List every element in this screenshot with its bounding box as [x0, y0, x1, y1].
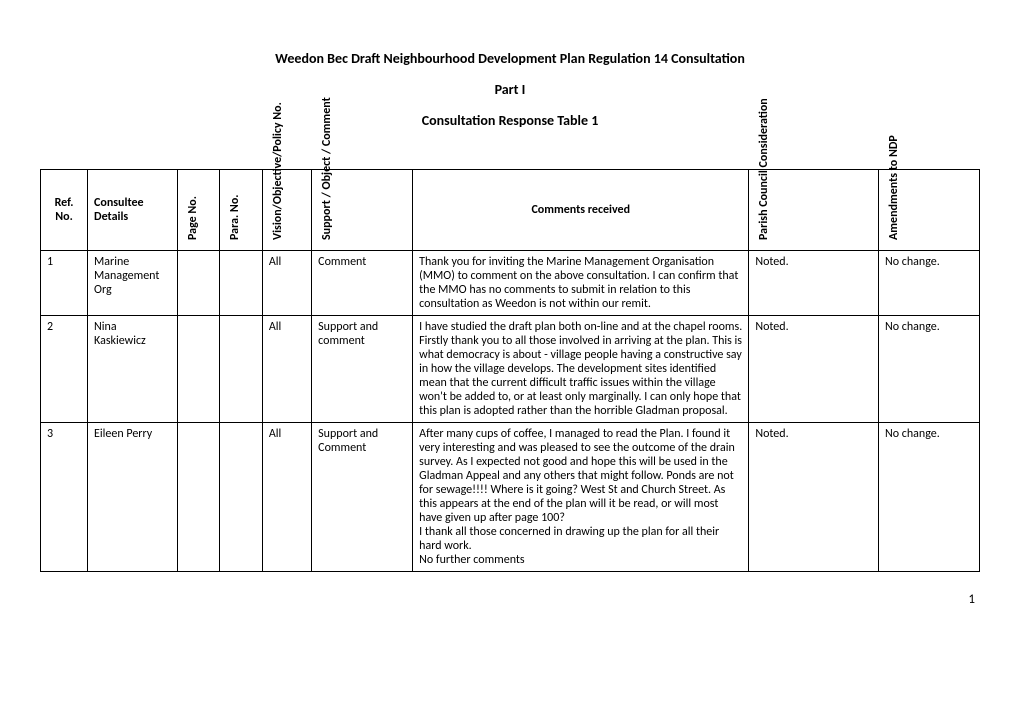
header-comments: Comments received — [413, 170, 749, 251]
cell-vision: All — [262, 423, 311, 572]
header-consultee: Consultee Details — [88, 170, 178, 251]
table-row: 2 Nina Kaskiewicz All Support and commen… — [41, 316, 980, 423]
document-subtitle: Consultation Response Table 1 — [40, 112, 980, 129]
cell-ref: 1 — [41, 251, 88, 316]
cell-comments: After many cups of coffee, I managed to … — [413, 423, 749, 572]
cell-pageno — [177, 251, 219, 316]
cell-parano — [220, 251, 262, 316]
header-pageno: Page No. — [177, 170, 219, 251]
cell-amend: No change. — [878, 251, 979, 316]
cell-amend: No change. — [878, 316, 979, 423]
table-row: 3 Eileen Perry All Support and Comment A… — [41, 423, 980, 572]
cell-parish: Noted. — [749, 251, 879, 316]
document-part: Part I — [40, 81, 980, 98]
cell-parano — [220, 423, 262, 572]
page-number: 1 — [40, 592, 980, 607]
cell-parish: Noted. — [749, 316, 879, 423]
cell-pageno — [177, 316, 219, 423]
cell-consultee: Eileen Perry — [88, 423, 178, 572]
cell-amend: No change. — [878, 423, 979, 572]
consultation-table: Ref. No. Consultee Details Page No. Para… — [40, 169, 980, 572]
header-ref: Ref. No. — [41, 170, 88, 251]
cell-consultee: Marine Management Org — [88, 251, 178, 316]
cell-support: Comment — [312, 251, 413, 316]
header-vision: Vision/Objective/Policy No. — [262, 170, 311, 251]
header-support: Support / Object / Comment — [312, 170, 413, 251]
cell-consultee: Nina Kaskiewicz — [88, 316, 178, 423]
cell-parish: Noted. — [749, 423, 879, 572]
cell-support: Support and Comment — [312, 423, 413, 572]
cell-parano — [220, 316, 262, 423]
document-title: Weedon Bec Draft Neighbourhood Developme… — [40, 50, 980, 67]
table-header-row: Ref. No. Consultee Details Page No. Para… — [41, 170, 980, 251]
cell-pageno — [177, 423, 219, 572]
title-block: Weedon Bec Draft Neighbourhood Developme… — [40, 50, 980, 129]
cell-ref: 3 — [41, 423, 88, 572]
table-row: 1 Marine Management Org All Comment Than… — [41, 251, 980, 316]
header-parish: Parish Council Consideration — [749, 170, 879, 251]
cell-ref: 2 — [41, 316, 88, 423]
cell-comments: Thank you for inviting the Marine Manage… — [413, 251, 749, 316]
cell-comments: I have studied the draft plan both on-li… — [413, 316, 749, 423]
header-parano: Para. No. — [220, 170, 262, 251]
cell-vision: All — [262, 316, 311, 423]
cell-vision: All — [262, 251, 311, 316]
cell-support: Support and comment — [312, 316, 413, 423]
header-amend: Amendments to NDP — [878, 170, 979, 251]
